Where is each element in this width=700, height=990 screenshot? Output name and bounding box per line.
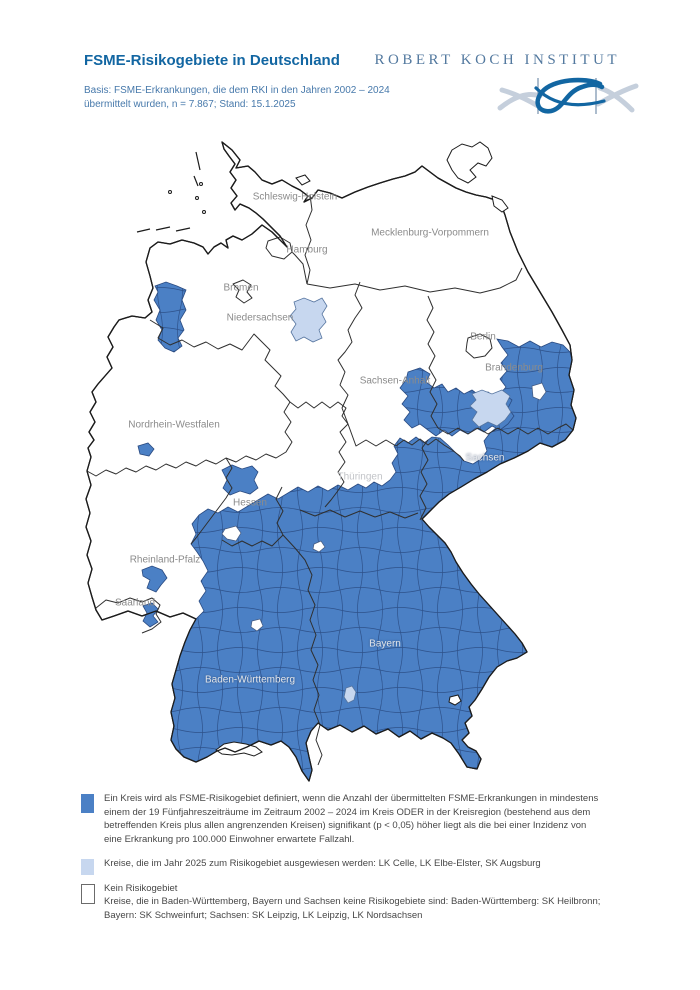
state-borders bbox=[86, 194, 574, 766]
risk-area-nrw-spot bbox=[137, 442, 155, 457]
state-label-niedersachsen: Niedersachsen bbox=[226, 312, 294, 324]
legend-item-risk: Ein Kreis wird als FSME-Risikogebiet def… bbox=[81, 792, 601, 846]
new-area-augsburg bbox=[343, 685, 357, 704]
new-area-elbe-elster bbox=[469, 389, 512, 428]
legend: Ein Kreis wird als FSME-Risikogebiet def… bbox=[81, 792, 601, 933]
state-label-hamburg: Hamburg bbox=[286, 244, 328, 256]
legend-swatch-new-2025 bbox=[81, 859, 94, 875]
legend-text-no-risk: Kreise, die in Baden-Württemberg, Bayern… bbox=[104, 896, 601, 921]
island-dot-1 bbox=[199, 182, 203, 186]
legend-swatch-risk bbox=[81, 794, 94, 813]
rki-logo-icon bbox=[497, 77, 639, 114]
legend-item-new-2025: Kreise, die im Jahr 2025 zum Risikogebie… bbox=[81, 857, 601, 875]
state-label-brandenburg: Brandenburg bbox=[485, 362, 543, 374]
risk-area-birkenfeld bbox=[141, 565, 168, 593]
island-fehmarn bbox=[295, 174, 311, 186]
legend-text-new-2025: Kreise, die im Jahr 2025 zum Risikogebie… bbox=[104, 858, 541, 869]
island-ruegen bbox=[446, 141, 493, 184]
hole-frankfurt bbox=[221, 525, 242, 542]
island-dot-3 bbox=[202, 210, 206, 214]
page-title: FSME-Risikogebiete in Deutschland bbox=[84, 52, 340, 69]
lake-chiemsee bbox=[448, 694, 462, 706]
subtitle-line-2: übermittelt wurden, n = 7.867; Stand: 15… bbox=[84, 98, 296, 110]
state-label-bremen: Bremen bbox=[223, 282, 259, 294]
islands-east-frisian bbox=[136, 151, 201, 233]
state-label-sachsen-anhalt: Sachsen-Anhalt bbox=[359, 375, 431, 387]
new-risk-areas-2025 bbox=[289, 297, 512, 704]
hole-schweinfurt bbox=[312, 540, 326, 553]
subtitle: Basis: FSME-Erkrankungen, die dem RKI in… bbox=[84, 84, 390, 111]
state-label-mecklenburg-vorpommern: Mecklenburg-Vorpommern bbox=[371, 227, 489, 239]
state-label-schleswig-holstein: Schleswig-Holstein bbox=[252, 191, 338, 203]
state-label-rheinland-pfalz: Rheinland-Pfalz bbox=[129, 554, 201, 566]
state-bremen bbox=[232, 279, 253, 304]
island-dot-2 bbox=[195, 196, 199, 200]
island-usedom bbox=[491, 195, 509, 213]
hole-heilbronn bbox=[250, 618, 264, 632]
new-area-celle bbox=[289, 297, 328, 343]
island-dot-4 bbox=[168, 190, 172, 194]
state-label-berlin: Berlin bbox=[470, 331, 496, 343]
state-label-thueringen: Thüringen bbox=[337, 471, 383, 483]
state-label-bayern: Bayern bbox=[369, 638, 401, 650]
hole-cottbus bbox=[531, 382, 547, 401]
state-label-hessen: Hessen bbox=[233, 497, 267, 509]
state-label-saarland: Saarland bbox=[114, 597, 156, 609]
brand-wordmark: ROBERT KOCH INSTITUT bbox=[374, 52, 620, 68]
state-berlin bbox=[465, 333, 493, 359]
legend-text-risk: Ein Kreis wird als FSME-Risikogebiet def… bbox=[104, 793, 599, 845]
legend-title-no-risk: Kein Risikogebiet bbox=[104, 882, 178, 894]
risk-areas bbox=[137, 281, 577, 782]
islands bbox=[136, 141, 509, 233]
subtitle-line-1: Basis: FSME-Erkrankungen, die dem RKI in… bbox=[84, 85, 390, 96]
risk-area-saarpfalz bbox=[142, 602, 159, 628]
risk-area-marburg bbox=[221, 464, 259, 496]
state-label-sachsen: Sachsen bbox=[465, 452, 505, 464]
legend-swatch-no-risk bbox=[81, 883, 95, 904]
germany-outline-stroke bbox=[85, 141, 577, 782]
state-label-nordrhein-westfalen: Nordrhein-Westfalen bbox=[128, 419, 220, 431]
legend-item-no-risk: Kein Risikogebiet Kreise, die in Baden-W… bbox=[81, 882, 601, 923]
state-label-baden-wuerttemberg: Baden-Württemberg bbox=[204, 674, 296, 686]
